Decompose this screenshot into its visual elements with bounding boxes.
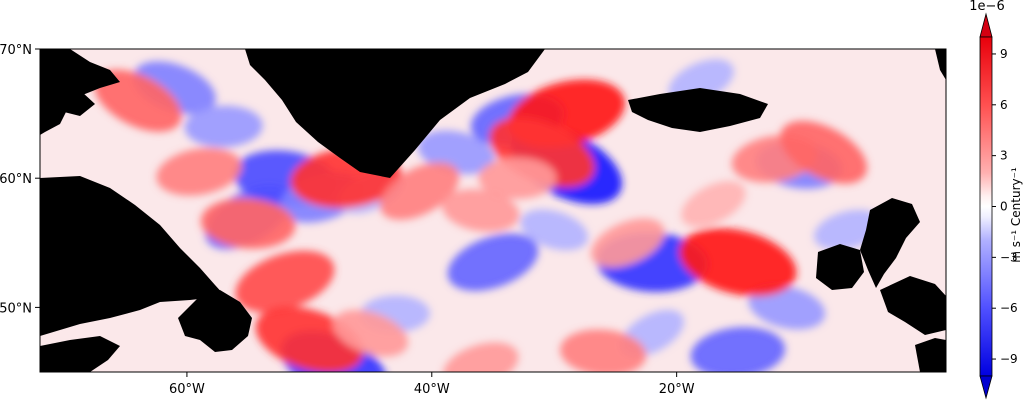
x-tick-label: 40°W: [414, 382, 450, 397]
anomaly-blob: [780, 120, 868, 184]
colorbar-extend-bottom: [979, 375, 993, 400]
colorbar-tick-label: 9: [1000, 47, 1008, 61]
y-tick-label: 60°N: [0, 172, 32, 187]
anomaly-blob: [443, 342, 519, 372]
land-iceland: [628, 88, 768, 132]
x-tick-label: 20°W: [659, 382, 695, 397]
land-baffin-islet: [60, 92, 95, 116]
colorbar-tick-label: −9: [1000, 352, 1018, 366]
colorbar-tick-label: 6: [1000, 98, 1008, 112]
anomaly-blob: [379, 162, 460, 220]
anomaly-blob: [184, 105, 263, 148]
anomaly-blob: [590, 218, 665, 268]
colorbar-tick-label: 3: [1000, 149, 1008, 163]
anomaly-blob: [690, 327, 786, 372]
land-newfoundland: [178, 290, 252, 352]
colorbar-tick-label: −3: [1000, 250, 1018, 264]
anomaly-blob: [681, 181, 746, 227]
land-france: [915, 338, 946, 372]
colorbar-tick-label: 0: [1000, 200, 1008, 214]
anomaly-blob: [679, 228, 797, 297]
anomaly-blob: [748, 285, 826, 330]
x-axis: 60°W 40°W 20°W: [169, 372, 695, 397]
map-area: [40, 49, 946, 372]
x-tick-label: 60°W: [169, 382, 205, 397]
colorbar-bar: [979, 36, 993, 377]
anomaly-blob: [156, 147, 242, 196]
anomaly-blob: [442, 189, 520, 232]
colorbar-label: m s⁻¹ Century⁻¹: [1009, 167, 1023, 263]
anomaly-blob: [94, 69, 182, 132]
land: [40, 49, 946, 372]
land-novascotia: [40, 336, 120, 372]
anomaly-blob: [560, 329, 647, 372]
anomaly-blob: [478, 157, 557, 199]
land-labrador: [40, 176, 225, 336]
anomaly-blob: [200, 198, 296, 249]
anomaly-blob: [235, 250, 335, 313]
y-axis: 70°N 60°N 50°N: [0, 43, 40, 316]
y-tick-label: 70°N: [0, 43, 32, 58]
anomaly-field: [94, 59, 883, 372]
colorbar-tick-label: −6: [1000, 301, 1018, 315]
anomaly-blob: [333, 309, 409, 357]
land-scotland: [860, 198, 920, 288]
y-tick-label: 50°N: [0, 301, 32, 316]
land-greenland: [245, 49, 545, 178]
land-england: [880, 276, 946, 335]
colorbar-multiplier: 1e−6: [969, 0, 1004, 14]
anomaly-blob: [447, 233, 539, 291]
map-frame: [39, 48, 947, 373]
land-baffin: [40, 49, 120, 135]
anomaly-blob: [520, 209, 589, 251]
colorbar: 9 6 3 0 −3 −6 −9 1e−6 m s⁻¹ Century⁻¹: [969, 0, 1023, 400]
colorbar-extend-top: [979, 12, 993, 38]
colorbar-ticks: 9 6 3 0 −3 −6 −9: [992, 47, 1018, 366]
land-norway: [935, 49, 946, 80]
land-ireland: [816, 244, 864, 290]
